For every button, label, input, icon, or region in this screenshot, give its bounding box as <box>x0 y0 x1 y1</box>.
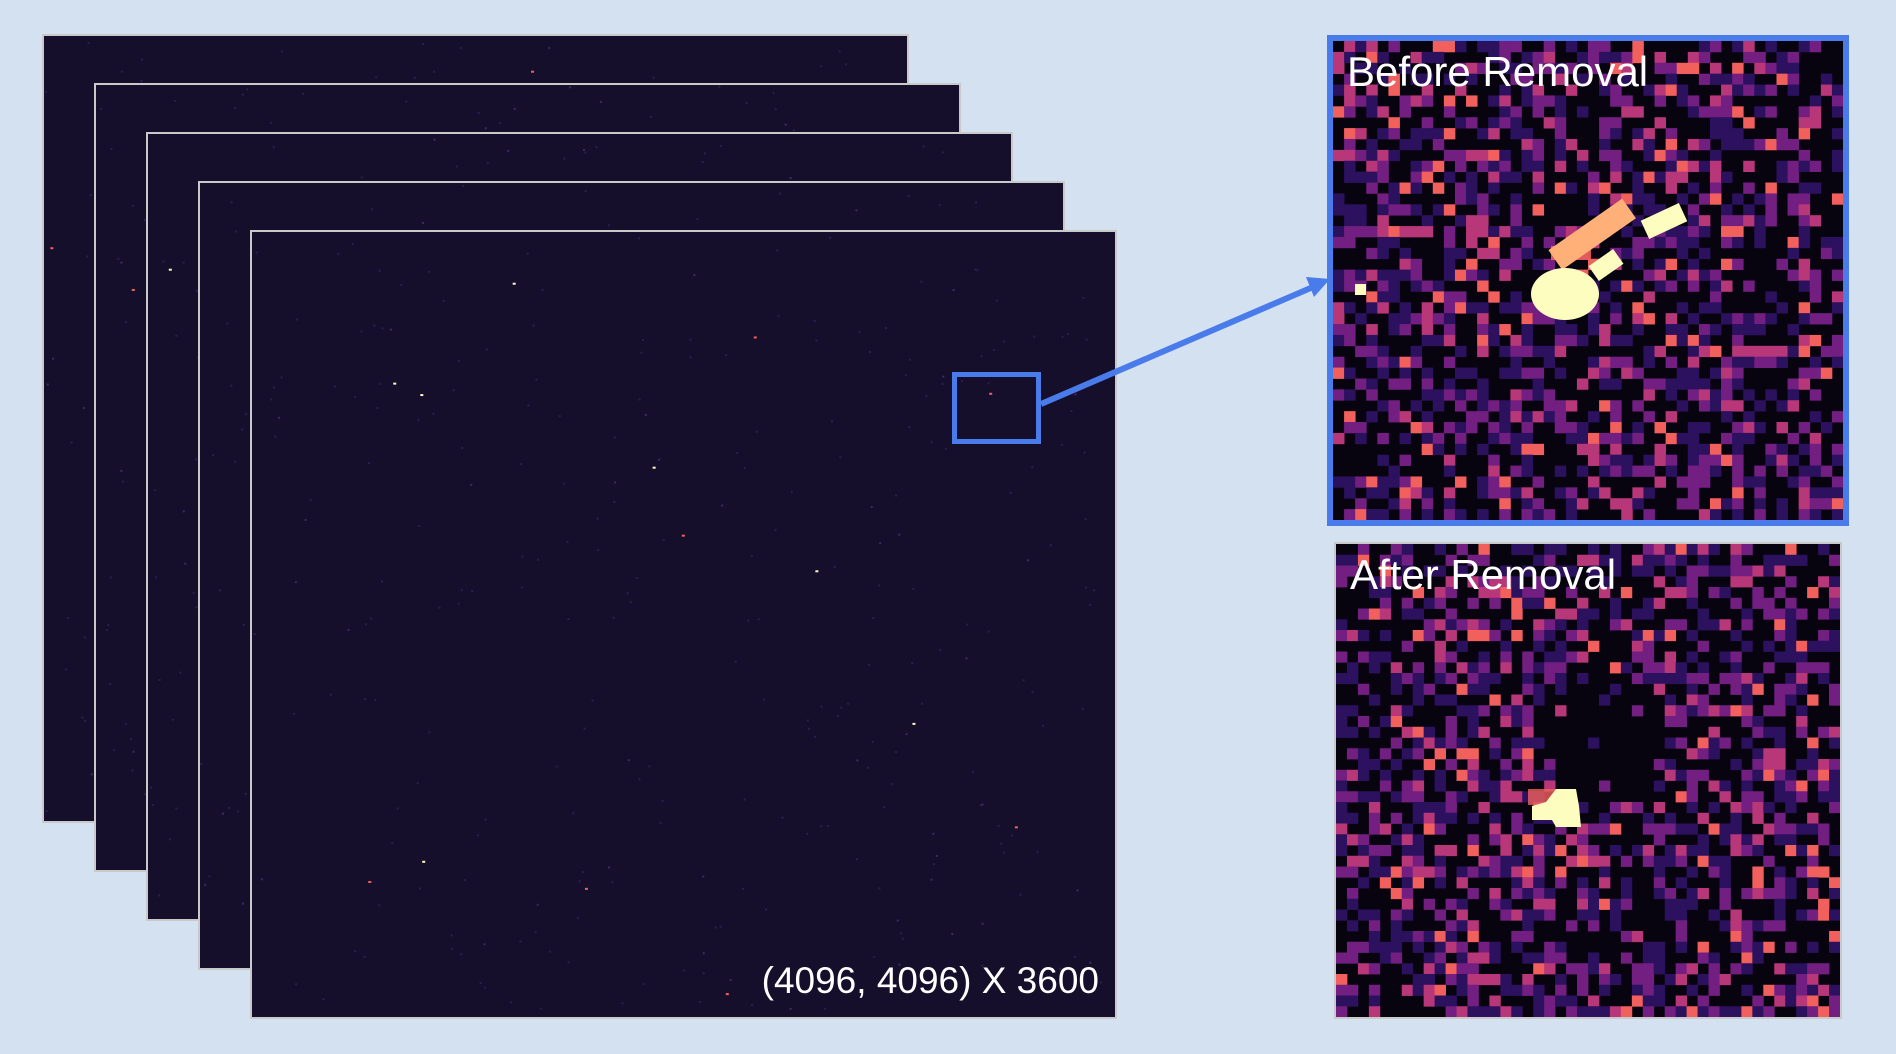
before-heatmap <box>1333 41 1843 520</box>
detector-frame-front: (4096, 4096) X 3600 <box>250 230 1117 1019</box>
before-removal-panel: Before Removal <box>1327 35 1849 526</box>
before-removal-label: Before Removal <box>1347 48 1649 95</box>
stack-dimensions-caption: (4096, 4096) X 3600 <box>761 960 1099 1001</box>
frame-noise-front <box>253 236 1102 1010</box>
after-removal-label: After Removal <box>1350 551 1617 598</box>
after-removal-panel: After Removal <box>1334 542 1842 1019</box>
zoom-region-box <box>952 372 1041 444</box>
after-heatmap <box>1336 544 1840 1017</box>
